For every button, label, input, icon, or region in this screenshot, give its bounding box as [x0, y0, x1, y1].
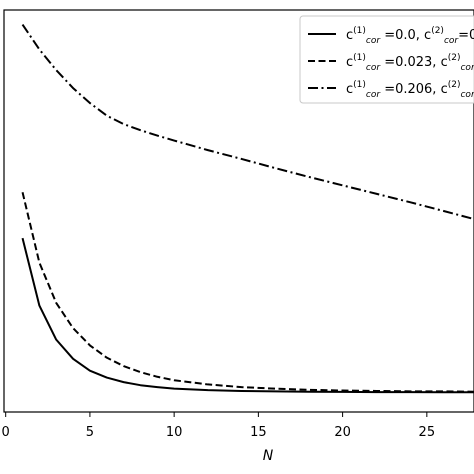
legend-entry-1: c(1)cor =0.0, c(2)cor=0: [346, 26, 474, 46]
x-axis-label: N: [263, 448, 274, 464]
x-tick-label-25: 25: [419, 425, 436, 440]
legend: c(1)cor =0.0, c(2)cor=0 c(1)cor =0.023, c…: [299, 15, 474, 104]
legend-entry-3: c(1)cor =0.206, c(2)cor=: [346, 80, 474, 100]
x-tick-label-10: 10: [166, 425, 183, 440]
series-layer: [21, 23, 474, 394]
series-line-2: [21, 192, 474, 393]
x-tick-label-5: 5: [86, 425, 94, 440]
legend-entry-2: c(1)cor =0.023, c(2)cor=: [346, 53, 474, 73]
x-tick-label-0: 0: [2, 425, 10, 440]
plot-frame: [3, 9, 474, 413]
x-axis: 0 5 10 15 20 25: [2, 412, 436, 440]
series-line-1: [21, 237, 474, 394]
x-tick-label-20: 20: [334, 425, 351, 440]
series-line-3: [21, 23, 474, 221]
x-tick-label-15: 15: [250, 425, 267, 440]
legend-box: [299, 15, 474, 104]
